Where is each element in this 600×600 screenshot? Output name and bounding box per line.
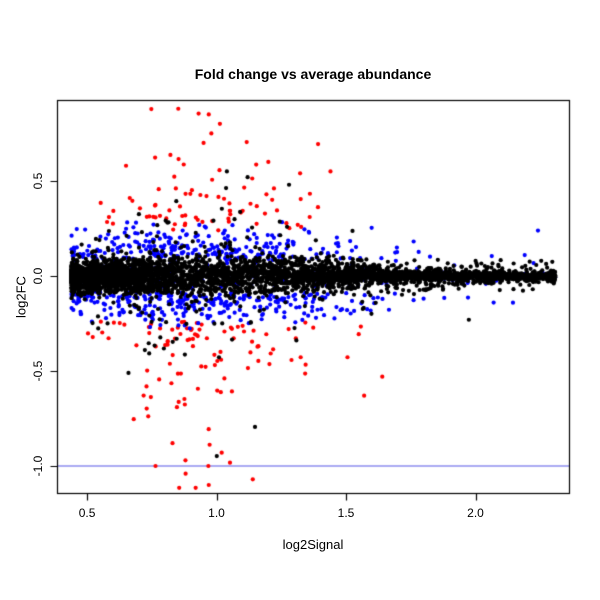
x-tick-label: 1.0 [208, 506, 225, 520]
x-tick-label: 2.0 [467, 506, 484, 520]
x-tick-label: 0.5 [78, 506, 96, 520]
y-tick-label: 0.0 [31, 267, 45, 285]
y-tick-label: -0.5 [31, 360, 45, 382]
x-axis-title: log2Signal [282, 537, 344, 552]
y-axis-title: log2FC [13, 276, 29, 318]
y-tick-label: 0.5 [31, 172, 45, 190]
y-tick-label: -1.0 [31, 455, 45, 477]
x-tick-label: 1.5 [337, 506, 355, 520]
plot-title: Fold change vs average abundance [194, 66, 432, 82]
